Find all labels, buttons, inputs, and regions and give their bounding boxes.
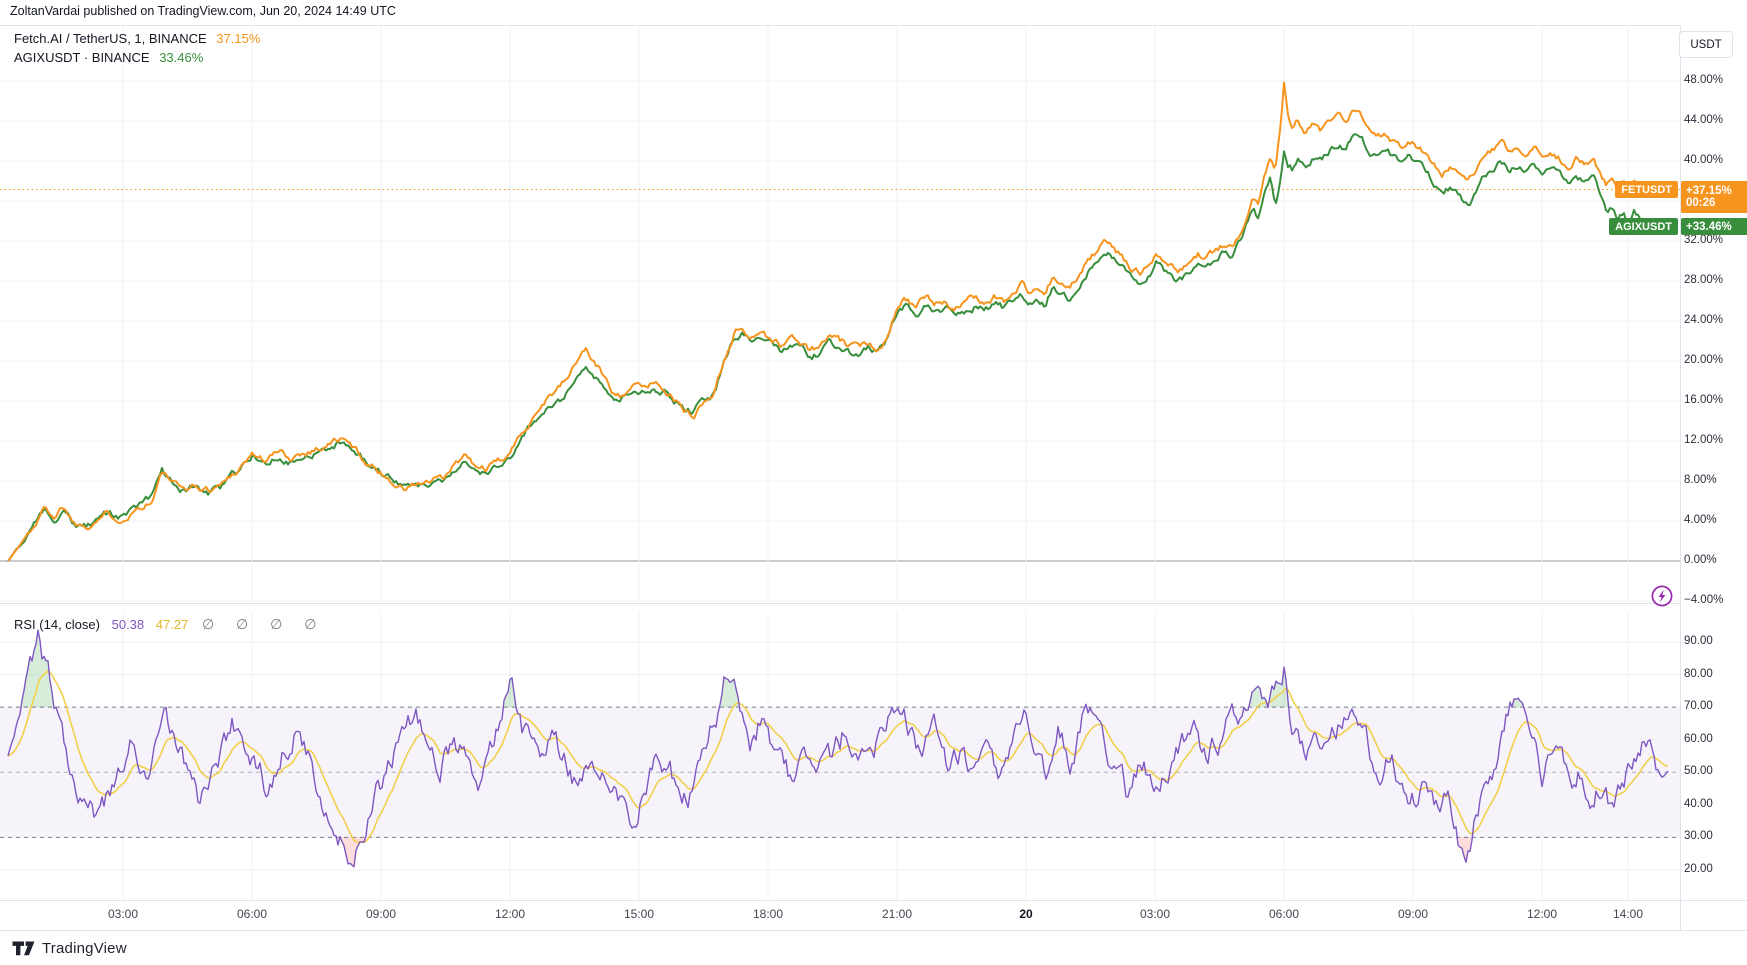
time-axis-label: 06:00	[236, 907, 268, 921]
price-axis-label: 8.00%	[1684, 474, 1717, 486]
rsi-axis-label: 90.00	[1684, 635, 1713, 647]
time-axis-label: 03:00	[1139, 907, 1171, 921]
price-axis-label: 32.00%	[1684, 234, 1724, 246]
fetusdt-countdown: 00:26	[1686, 197, 1716, 209]
time-axis-label: 12:00	[494, 907, 526, 921]
price-axis-label: 48.00%	[1684, 74, 1724, 86]
legend-row-fetusdt[interactable]: Fetch.AI / TetherUS, 1, BINANCE 37.15%	[14, 31, 260, 46]
legend-change-agix: 33.46%	[159, 50, 204, 65]
legend-row-agixusdt[interactable]: AGIXUSDT · BINANCE 33.46%	[14, 50, 203, 65]
main-chart-canvas[interactable]	[0, 25, 1680, 603]
rsi-axis-label: 40.00	[1684, 797, 1713, 810]
time-axis-separator	[0, 900, 1747, 901]
header-separator	[0, 25, 1747, 26]
rsi-axis-label: 50.00	[1684, 765, 1713, 778]
price-axis-label: 20.00%	[1684, 354, 1724, 366]
rsi-legend-title: RSI (14, close)	[14, 617, 100, 632]
agixusdt-series-tag[interactable]: AGIXUSDT	[1609, 218, 1678, 235]
time-axis-label: 03:00	[107, 907, 139, 921]
rsi-axis-label: 80.00	[1684, 667, 1713, 680]
rsi-axis-label: 30.00	[1684, 830, 1713, 843]
rsi-oversold-fill	[338, 837, 1474, 867]
price-axis-label: 24.00%	[1684, 314, 1724, 326]
tradingview-logo[interactable]: TradingView	[12, 940, 127, 957]
rsi-axis-label: 20.00	[1684, 862, 1713, 875]
time-axis-label: 20	[1019, 907, 1033, 921]
rsi-ma-value: 47.27	[155, 617, 189, 632]
time-axis-label: 14:00	[1612, 907, 1644, 921]
rsi-line	[7, 629, 1669, 868]
fetusdt-price-label: +37.15% 00:26	[1681, 181, 1747, 213]
price-axis-label: −4.00%	[1684, 594, 1724, 606]
fetusdt-line[interactable]	[7, 81, 1668, 562]
rsi-value: 50.38	[111, 617, 145, 632]
boost-button[interactable]	[1650, 584, 1674, 608]
legend-symbol-fet: Fetch.AI / TetherUS, 1, BINANCE	[14, 31, 207, 46]
time-axis-label: 09:00	[365, 907, 397, 921]
legend-change-fet: 37.15%	[216, 31, 261, 46]
rsi-legend-row[interactable]: RSI (14, close) 50.38 47.27 ∅ ∅ ∅ ∅	[14, 616, 325, 633]
rsi-chart-canvas[interactable]	[0, 612, 1680, 900]
price-axis-separator	[1680, 25, 1681, 930]
pane-separator[interactable]	[0, 603, 1747, 604]
agixusdt-change-value: +33.46%	[1686, 220, 1732, 233]
footer-separator	[0, 930, 1747, 931]
time-axis-label: 18:00	[752, 907, 784, 921]
agixusdt-line[interactable]	[7, 133, 1669, 562]
price-axis-label: 4.00%	[1684, 514, 1717, 526]
agixusdt-price-label: +33.46%	[1681, 218, 1747, 235]
fetusdt-series-tag[interactable]: FETUSDT	[1615, 181, 1678, 198]
time-axis-label: 09:00	[1397, 907, 1429, 921]
fetusdt-change-value: +37.15%	[1686, 185, 1732, 197]
tradingview-glyph-icon	[12, 941, 35, 955]
currency-toggle-button[interactable]: USDT	[1679, 31, 1733, 58]
time-axis-label: 21:00	[881, 907, 913, 921]
price-axis[interactable]	[1681, 25, 1747, 900]
price-axis-label: 40.00%	[1684, 154, 1724, 166]
time-axis-label: 15:00	[623, 907, 655, 921]
price-axis-label: 28.00%	[1684, 274, 1724, 286]
rsi-empty-values: ∅ ∅ ∅ ∅	[201, 616, 326, 632]
rsi-axis-label: 70.00	[1684, 700, 1713, 713]
price-axis-label: 16.00%	[1684, 394, 1724, 406]
time-axis-label: 06:00	[1268, 907, 1300, 921]
tradingview-brand-text: TradingView	[42, 939, 127, 957]
price-axis-label: 44.00%	[1684, 114, 1724, 126]
legend-symbol-agix: AGIXUSDT · BINANCE	[14, 50, 150, 65]
lightning-icon	[1651, 585, 1673, 607]
rsi-axis-label: 60.00	[1684, 732, 1713, 745]
price-axis-label: 12.00%	[1684, 434, 1724, 446]
time-axis-label: 12:00	[1526, 907, 1558, 921]
price-axis-label: 0.00%	[1684, 554, 1717, 566]
footer-bar: TradingView	[0, 931, 1747, 965]
publish-header: ZoltanVardai published on TradingView.co…	[10, 4, 396, 18]
